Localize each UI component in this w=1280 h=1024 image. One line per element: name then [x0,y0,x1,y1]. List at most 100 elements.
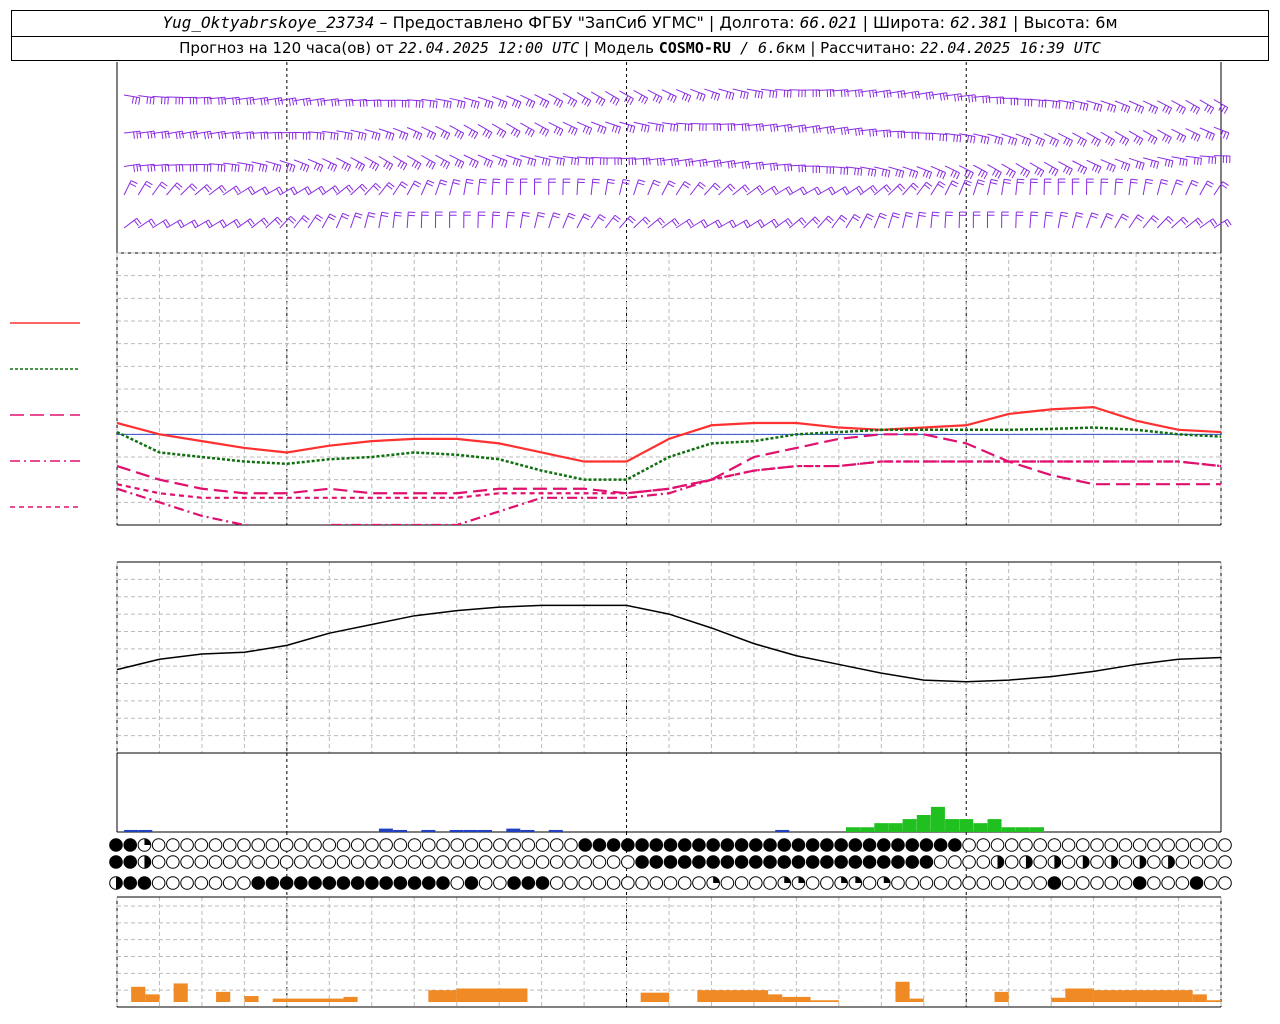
wind-barb [420,179,435,196]
precip-bar [846,827,860,832]
wind-barb-feather [638,94,643,102]
wind-barb-feather [582,125,587,133]
wind-barb-shaft [1128,179,1132,196]
wind-barb-feather [206,131,210,139]
wind-barb-feather [1022,169,1028,177]
wind-barb-feather [627,218,634,224]
cloud-cover-symbol [350,838,365,852]
cloud-cover-symbol [820,876,834,890]
wind-barb-feather [1165,106,1170,114]
series-line-2 [117,433,1221,495]
wind-barb-shaft [1171,216,1184,229]
wind-barb-shaft [789,124,806,129]
wind-barb-feather [801,125,804,133]
wind-barb-feather [1066,138,1071,146]
wind-barb-feather [238,97,241,105]
wind-barb-feather [1197,217,1203,224]
wind-barb-feather [1145,181,1153,185]
cloud-cover-symbol [535,838,550,852]
wind-barb [1199,99,1215,115]
wind-barb-feather [787,164,790,172]
wind-barb-shaft [1015,179,1018,196]
cloud-cover-symbol [450,876,465,890]
precipitation-panel [124,806,1044,832]
wind-barb-feather [1181,107,1186,115]
wind-barb-shaft [222,218,237,229]
wind-barb-feather [886,90,889,98]
wind-barb-shaft [1058,99,1075,104]
wind-barb-shaft [590,214,601,229]
wind-barb-feather [443,100,446,108]
wind-barb-shaft [902,182,914,196]
wind-barb-feather [553,126,558,134]
wind-barb-feather [743,221,748,228]
wind-barb-feather [1011,171,1016,179]
wind-barb-feather [1195,219,1201,226]
wind-barb [1213,181,1229,196]
lat-value: 62.381 [950,13,1008,32]
wind-barb-shaft [647,217,661,229]
wind-barb-shaft [407,99,424,102]
wind-barb-feather [623,95,629,102]
provider-text: – Предоставлено ФГБУ "ЗапСиб УГМС" | [374,13,720,32]
wind-barb-feather [360,132,364,140]
wind-barb-feather [1061,211,1069,215]
wind-barb-feather [544,158,548,166]
wind-barb-feather [334,185,340,192]
wind-barb [378,156,394,171]
wind-barb-feather [152,97,155,105]
cloud-cover-symbol [905,855,920,869]
wind-barb-feather [276,188,281,195]
wind-barb-feather [235,97,238,105]
wind-barb-feather [402,163,408,171]
wind-barb-feather [263,217,269,224]
wind-barb-feather [785,220,791,227]
wind-barb-feather [960,93,963,101]
wind-barb-feather [138,97,141,105]
cloud-cover-symbol [592,838,607,852]
wind-barb [930,165,947,180]
wind-barb [958,165,974,180]
wind-barb-feather [533,159,537,167]
wind-barb-shaft [987,133,1003,139]
wind-barb-shaft [1156,216,1169,229]
cloud-cover-symbol [749,855,763,869]
wind-barb-shaft [732,184,746,196]
wind-barb-feather [870,169,874,177]
wind-barb [279,186,298,196]
wind-barb-feather [399,183,407,189]
wind-barb [831,126,850,136]
wind-barb-feather [429,100,432,108]
cloud-cover-symbol [677,855,692,869]
wind-barb-feather [457,160,462,168]
cloud-half-fill [1168,855,1175,869]
wind-barb-feather [1065,167,1070,174]
cloud-cover-symbol [379,855,393,869]
wind-barb-feather [1037,168,1042,176]
wind-barb [1043,211,1054,229]
wind-barb [689,219,708,229]
wind-barb-feather [932,214,940,217]
cloud-cover-symbol [208,855,223,869]
wind-barb [760,88,778,99]
wind-barb-feather [827,215,834,222]
wind-barb-feather [470,100,474,108]
wind-barb-feather [1122,213,1129,218]
wind-barb-feather [445,162,451,170]
cloud-cover-symbol [976,838,991,852]
wind-barb-feather [146,96,149,104]
wind-barb-shaft [746,219,761,229]
cloud-cover-symbol [692,838,706,852]
wind-barb-feather [223,164,226,172]
wind-barb-feather [637,182,645,186]
wind-barb-feather [553,98,558,105]
wind-barb-feather [954,94,956,102]
wind-barb-shaft [746,185,761,196]
wind-barb-feather [585,157,588,165]
wind-barb-shaft [1171,128,1186,137]
wind-barb-shaft [647,180,655,196]
wind-barb [562,121,578,136]
wind-barb-feather [469,158,473,166]
calc-label: | Рассчитано: [805,39,921,57]
